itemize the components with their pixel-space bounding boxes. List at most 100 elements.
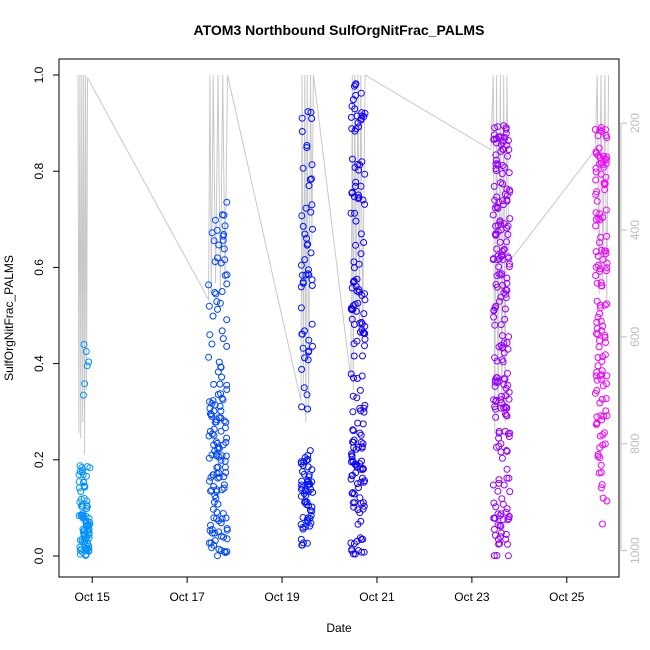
data-point bbox=[308, 161, 316, 169]
data-point bbox=[504, 369, 511, 377]
data-point bbox=[495, 270, 503, 278]
point-cluster bbox=[347, 80, 369, 558]
data-point bbox=[349, 408, 357, 416]
data-point bbox=[212, 418, 220, 426]
data-point bbox=[210, 237, 218, 245]
data-point bbox=[221, 271, 229, 279]
data-point bbox=[603, 153, 611, 161]
data-point bbox=[493, 272, 501, 280]
data-point bbox=[306, 480, 314, 488]
data-point bbox=[361, 200, 369, 208]
data-point bbox=[219, 232, 227, 240]
data-point bbox=[309, 225, 316, 233]
data-point bbox=[597, 304, 604, 312]
data-point bbox=[358, 372, 366, 380]
data-point bbox=[353, 394, 361, 402]
data-point bbox=[77, 545, 85, 553]
data-point bbox=[220, 245, 228, 253]
point-cluster bbox=[489, 122, 514, 560]
data-point bbox=[354, 191, 362, 199]
data-point bbox=[222, 418, 230, 426]
data-point bbox=[213, 226, 221, 234]
data-point bbox=[348, 453, 356, 461]
data-point bbox=[492, 165, 500, 173]
data-point bbox=[495, 429, 503, 437]
data-point bbox=[350, 193, 358, 201]
data-point bbox=[357, 478, 365, 486]
data-point bbox=[492, 413, 500, 421]
data-point bbox=[361, 335, 369, 343]
data-point bbox=[359, 505, 367, 513]
data-point bbox=[601, 333, 609, 341]
data-point bbox=[210, 425, 218, 433]
data-point bbox=[222, 452, 230, 460]
data-point bbox=[497, 522, 505, 530]
x-axis-label: Date bbox=[326, 621, 352, 635]
data-point bbox=[503, 286, 511, 294]
data-point bbox=[504, 516, 512, 524]
data-point bbox=[503, 447, 511, 455]
data-point bbox=[599, 256, 607, 264]
data-point bbox=[603, 264, 611, 272]
data-point bbox=[492, 151, 500, 159]
y-right-tick-label: 600 bbox=[628, 327, 642, 347]
data-point bbox=[301, 230, 309, 238]
data-point bbox=[222, 469, 230, 476]
data-point bbox=[348, 155, 356, 163]
x-tick-label: Oct 19 bbox=[264, 590, 300, 604]
x-tick-label: Oct 15 bbox=[75, 590, 111, 604]
data-point bbox=[304, 451, 312, 459]
data-point bbox=[350, 540, 358, 548]
data-point bbox=[503, 339, 511, 347]
data-point bbox=[503, 412, 511, 420]
data-point bbox=[350, 321, 358, 328]
data-point bbox=[206, 477, 213, 485]
data-point bbox=[223, 386, 231, 393]
data-point bbox=[492, 503, 500, 511]
data-point bbox=[218, 373, 226, 381]
data-point bbox=[303, 142, 311, 149]
data-point bbox=[596, 154, 604, 161]
data-point bbox=[356, 494, 364, 502]
data-point bbox=[347, 113, 355, 121]
data-point bbox=[359, 329, 367, 337]
data-point bbox=[594, 362, 602, 370]
data-point bbox=[307, 512, 315, 519]
data-point bbox=[76, 546, 84, 554]
data-point bbox=[213, 486, 221, 494]
data-point bbox=[593, 297, 601, 305]
data-point bbox=[360, 408, 368, 416]
data-point bbox=[505, 333, 512, 341]
data-point bbox=[491, 196, 499, 204]
data-point bbox=[304, 456, 312, 463]
data-point bbox=[298, 128, 306, 135]
data-point bbox=[81, 380, 89, 388]
data-point bbox=[219, 396, 227, 404]
data-point bbox=[497, 252, 505, 259]
y-right-tick-label: 200 bbox=[628, 113, 642, 133]
data-point bbox=[208, 430, 216, 438]
data-point bbox=[504, 381, 512, 389]
data-point bbox=[504, 253, 512, 261]
data-point bbox=[298, 477, 306, 485]
data-point bbox=[302, 204, 310, 212]
data-point bbox=[594, 330, 602, 338]
data-point bbox=[490, 255, 497, 263]
data-point bbox=[217, 390, 224, 398]
data-point bbox=[603, 300, 611, 308]
data-point bbox=[592, 263, 600, 271]
data-point bbox=[85, 534, 93, 542]
data-point bbox=[354, 160, 362, 168]
data-point bbox=[494, 487, 502, 495]
data-point bbox=[79, 548, 86, 556]
data-point bbox=[354, 299, 362, 307]
data-point bbox=[218, 211, 226, 219]
data-point bbox=[495, 476, 503, 484]
data-point bbox=[350, 264, 358, 272]
y-tick-label: 0.2 bbox=[32, 451, 46, 468]
data-point bbox=[493, 552, 501, 559]
data-point bbox=[300, 458, 308, 466]
data-point bbox=[220, 484, 228, 492]
data-point bbox=[215, 358, 223, 366]
